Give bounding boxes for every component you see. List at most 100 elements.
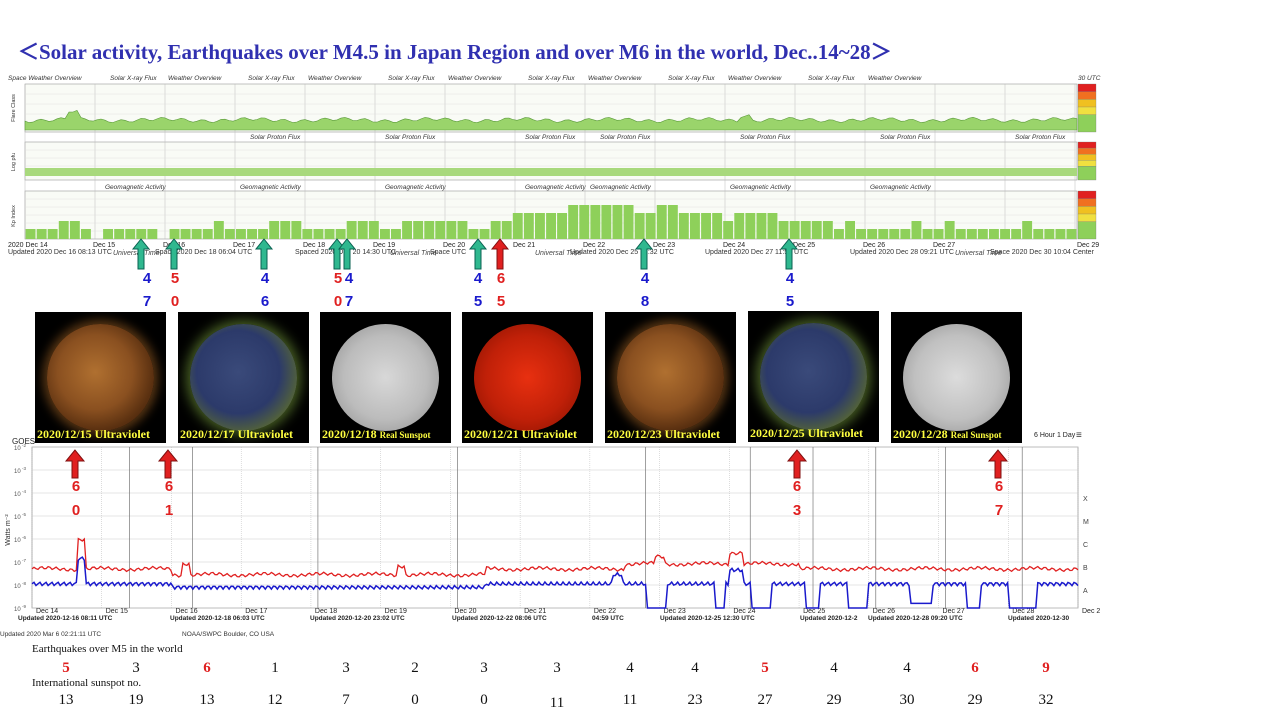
kp-bar <box>1066 229 1077 239</box>
world-quake-count: 3 <box>553 660 561 676</box>
kp-bar <box>944 221 955 239</box>
kp-bar <box>811 221 822 239</box>
kp-bar <box>834 229 844 239</box>
kp-bar <box>25 229 36 239</box>
kp-bar <box>114 229 125 239</box>
sun-disc <box>332 324 439 431</box>
world-quake-count: 5 <box>761 660 769 676</box>
row-axis-label: Kp Index <box>11 205 17 227</box>
kp-bar <box>81 229 91 239</box>
sun-image-caption: 2020/12/28 Real Sunspot <box>893 427 1002 441</box>
xray-updated-label: Updated 2020-12-25 12:30 UTC <box>660 615 755 622</box>
sun-image: 2020/12/21 Ultraviolet <box>462 312 593 443</box>
kp-bar <box>501 221 512 239</box>
japan-quake-digit: 5 <box>333 270 343 287</box>
overview-header-label: Weather Overview <box>448 75 503 82</box>
kp-bar <box>767 213 778 239</box>
world-quake-count: 1 <box>271 660 279 676</box>
top-date-label: Dec 24 <box>723 242 745 249</box>
kp-bar <box>180 229 191 239</box>
world-quake-count: 3 <box>480 660 488 676</box>
kp-bar <box>258 229 268 239</box>
top-date-label: Dec 21 <box>513 242 535 249</box>
flare-scale-label: C <box>1083 542 1088 549</box>
updated-label: Updated 2020 Dec 25 12:32 UTC <box>570 249 674 256</box>
world-quake-digit: 6 <box>792 478 802 495</box>
japan-quake-digit: 6 <box>496 270 506 287</box>
geomagnetic-label: Geomagnetic Activity <box>870 184 932 191</box>
kp-bar <box>457 221 468 239</box>
sun-disc <box>903 324 1010 431</box>
top-date-label: Dec 27 <box>933 242 955 249</box>
top-date-label: 2020 Dec 14 <box>8 242 48 249</box>
x-date-label: Dec 27 <box>943 608 965 615</box>
universal-time-label: Universal Time <box>390 250 437 257</box>
sunspot-count: 29 <box>826 692 842 708</box>
row-axis-label: Flare Class <box>11 94 17 122</box>
kp-bar <box>47 229 58 239</box>
kp-bar <box>136 229 147 239</box>
proton-flux-label: Solar Proton Flux <box>1015 134 1066 141</box>
flare-scale-label: A <box>1083 588 1088 595</box>
kp-bar <box>678 213 689 239</box>
y-tick-exponent: -8 <box>22 581 26 586</box>
x-date-label: Dec 20 <box>454 608 476 615</box>
japan-quake-digit: 4 <box>473 270 483 287</box>
overview-header-label: Weather Overview <box>728 75 783 82</box>
green-arrow-icon <box>327 238 347 270</box>
sun-image-caption: 2020/12/15 Ultraviolet <box>37 427 150 441</box>
kp-bar <box>745 213 756 239</box>
kp-bar <box>634 213 645 239</box>
kp-bar <box>535 213 545 239</box>
kp-bar <box>224 229 235 239</box>
kp-bar <box>1022 221 1033 239</box>
kp-bar <box>424 221 435 239</box>
kp-bar <box>822 221 833 239</box>
kp-bar <box>656 205 667 239</box>
world-quake-count: 2 <box>411 660 419 676</box>
geomagnetic-label: Geomagnetic Activity <box>730 184 792 191</box>
flare-scale-label: M <box>1083 519 1089 526</box>
kp-bar <box>479 229 490 239</box>
space-weather-overview-panel: Space Weather Overview Solar X-ray Flux We… <box>5 70 1105 260</box>
kp-bar <box>380 229 390 239</box>
overview-header-label: Weather Overview <box>588 75 643 82</box>
sun-image-caption-small: Real Sunspot <box>950 430 1002 440</box>
green-arrow-icon <box>468 238 488 270</box>
y-tick-label: 10 <box>14 538 21 544</box>
y-tick-label: 10 <box>14 446 21 452</box>
universal-time-label: Universal Time <box>955 250 1002 257</box>
x-date-label: Dec 26 <box>873 608 895 615</box>
kp-bar <box>623 205 634 239</box>
x-date-label: Dec 16 <box>175 608 197 615</box>
y-tick-label: 10 <box>14 584 21 590</box>
kp-bar <box>346 221 357 239</box>
sunspot-count: 27 <box>757 692 773 708</box>
sun-image-caption: 2020/12/17 Ultraviolet <box>180 427 293 441</box>
xray-title: GOES <box>12 437 35 446</box>
xray-footer-right: NOAA/SWPC Boulder, CO USA <box>182 631 275 638</box>
japan-quake-digit: 5 <box>170 270 180 287</box>
kp-bar <box>1033 229 1044 239</box>
sunspot-count: 12 <box>267 692 283 708</box>
japan-quake-digit: 5 <box>473 293 483 310</box>
y-tick-exponent: -7 <box>22 558 26 563</box>
kp-bar <box>36 229 47 239</box>
overview-header-label: Weather Overview <box>168 75 223 82</box>
y-tick-exponent: -5 <box>22 512 26 517</box>
kp-bar <box>723 221 734 239</box>
xray-updated-label: Updated 2020-12-28 09:20 UTC <box>868 615 963 622</box>
world-quake-digit: 1 <box>164 502 174 519</box>
kp-bar <box>889 229 900 239</box>
sunspot-count: 32 <box>1038 692 1054 708</box>
sunspot-count: 0 <box>411 692 419 708</box>
world-quake-count: 4 <box>691 660 699 676</box>
sunspot-count: 13 <box>58 692 74 708</box>
japan-quake-digit: 5 <box>496 293 506 310</box>
sun-image: 2020/12/28 Real Sunspot <box>891 312 1022 443</box>
world-quake-count: 9 <box>1042 660 1050 676</box>
sunspot-count: 19 <box>128 692 144 708</box>
kp-bar <box>546 213 556 239</box>
top-date-label: Dec 26 <box>863 242 885 249</box>
kp-bar <box>977 229 988 239</box>
